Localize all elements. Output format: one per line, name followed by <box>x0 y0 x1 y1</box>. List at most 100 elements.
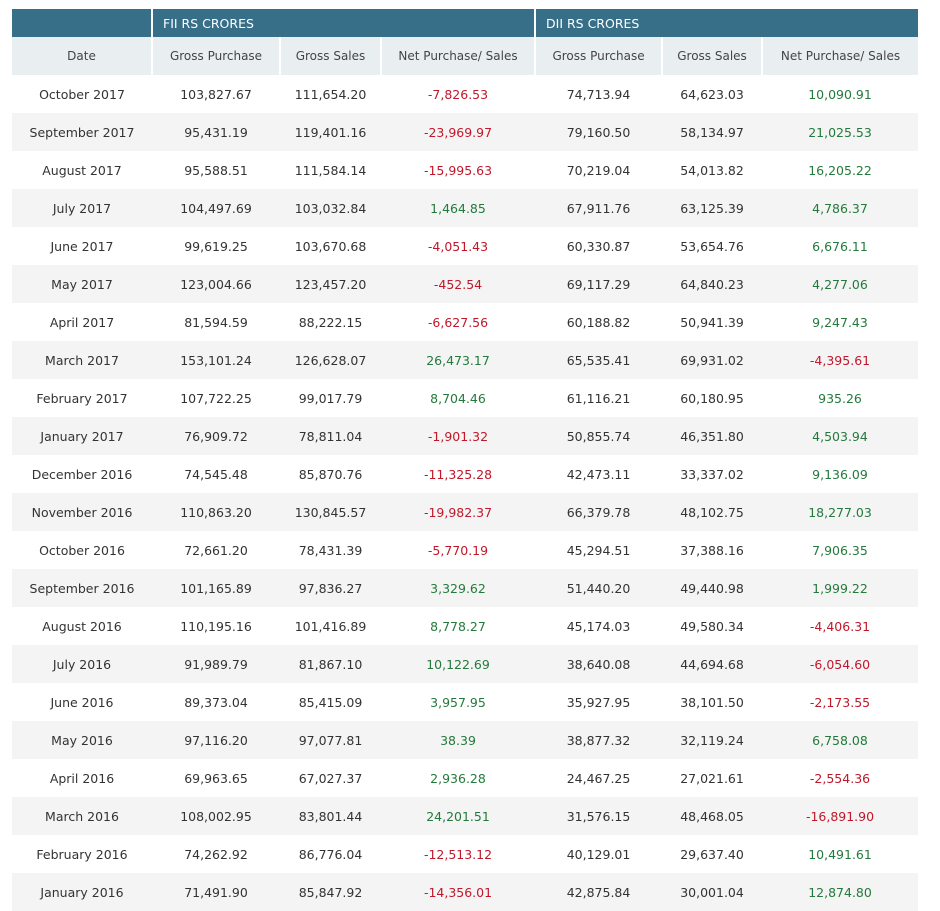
cell-fii-gross-purchase: 107,722.25 <box>180 390 252 406</box>
cell-date: March 2017 <box>12 341 152 379</box>
table-row: September 2017 95,431.19 119,401.16 -23,969… <box>12 113 919 151</box>
cell-dii-gross-sales: 58,134.97 <box>662 113 763 151</box>
cell-dii-net: 6,758.08 <box>762 721 919 759</box>
table-row: May 2016 97,116.20 97,077.81 38.39 38,877.32… <box>12 721 919 759</box>
cell-fii-gross-sales: 103,670.68 <box>294 238 367 254</box>
cell-fii-net: 10,122.69 <box>381 645 536 683</box>
cell-fii-net: -7,826.53 <box>427 86 489 102</box>
cell-fii-gross-sales: 78,431.39 <box>298 542 363 558</box>
cell-fii-gross-sales: 86,776.04 <box>298 846 363 862</box>
cell-dii-net: 9,136.09 <box>812 466 868 482</box>
cell-date: June 2017 <box>50 238 114 254</box>
cell-dii-gross-purchase: 70,219.04 <box>566 162 631 178</box>
cell-dii-gross-sales: 50,941.39 <box>680 314 744 330</box>
cell-dii-gross-sales: 32,119.24 <box>662 721 763 759</box>
cell-dii-net: -6,054.60 <box>762 645 919 683</box>
cell-dii-gross-sales: 64,623.03 <box>680 86 744 102</box>
cell-fii-gross-sales: 81,867.10 <box>280 645 381 683</box>
column-header-dii-gross-sales: Gross Sales <box>661 37 763 75</box>
column-header-fii-gross-purchase: Gross Purchase <box>151 37 280 75</box>
cell-fii-net: 24,201.51 <box>381 797 536 835</box>
cell-dii-gross-purchase: 45,174.03 <box>566 618 631 634</box>
cell-dii-gross-purchase: 38,640.08 <box>535 645 663 683</box>
cell-date: December 2016 <box>31 466 133 482</box>
cell-fii-gross-sales: 111,584.14 <box>294 162 367 178</box>
cell-dii-gross-purchase: 60,188.82 <box>566 314 631 330</box>
cell-dii-gross-purchase: 50,855.74 <box>535 417 663 455</box>
column-header-dii-net: Net Purchase/ Sales <box>761 37 919 75</box>
cell-dii-gross-purchase: 42,875.84 <box>535 873 663 911</box>
cell-fii-gross-sales: 85,847.92 <box>280 873 381 911</box>
cell-dii-net: 9,247.43 <box>812 314 868 330</box>
cell-dii-net: -4,406.31 <box>809 618 871 634</box>
cell-dii-gross-purchase: 51,440.20 <box>535 569 663 607</box>
table-row: February 2017 107,722.25 99,017.79 8,704.46… <box>12 379 918 417</box>
cell-dii-net: 18,277.03 <box>762 493 919 531</box>
dii-group-header: DII RS CRORES <box>534 9 919 37</box>
cell-dii-gross-sales: 46,351.80 <box>662 417 763 455</box>
cell-dii-gross-purchase: 45,294.51 <box>566 542 631 558</box>
table-row: January 2016 71,491.90 85,847.92 -14,356.01… <box>12 873 919 911</box>
cell-fii-gross-sales: 123,457.20 <box>280 265 381 303</box>
cell-dii-net: 4,786.37 <box>762 189 919 227</box>
cell-fii-gross-purchase: 81,594.59 <box>184 314 248 330</box>
cell-fii-net: -5,770.19 <box>427 542 489 558</box>
cell-dii-net: -4,395.61 <box>762 341 919 379</box>
cell-fii-gross-purchase: 153,101.24 <box>152 341 280 379</box>
cell-fii-gross-sales: 103,032.84 <box>280 189 381 227</box>
cell-dii-gross-purchase: 42,473.11 <box>566 466 631 482</box>
cell-date: August 2017 <box>42 162 122 178</box>
cell-dii-gross-purchase: 74,713.94 <box>566 86 631 102</box>
cell-dii-net: 16,205.22 <box>808 162 872 178</box>
table-row: June 2017 99,619.25 103,670.68 -4,051.43 60,… <box>12 227 918 265</box>
cell-dii-gross-purchase: 60,330.87 <box>566 238 631 254</box>
column-header-date: Date <box>12 37 152 75</box>
cell-date: November 2016 <box>12 493 152 531</box>
table-row: November 2016 110,863.20 130,845.57 -19,982… <box>12 493 919 531</box>
cell-fii-gross-purchase: 76,909.72 <box>152 417 280 455</box>
cell-dii-gross-purchase: 35,927.95 <box>566 694 631 710</box>
table-row: January 2017 76,909.72 78,811.04 -1,901.32 5… <box>12 417 919 455</box>
cell-dii-net: 4,277.06 <box>762 265 919 303</box>
cell-dii-net: 1,999.22 <box>762 569 919 607</box>
cell-date: July 2017 <box>12 189 152 227</box>
column-header-dii-gross-purchase: Gross Purchase <box>534 37 663 75</box>
cell-fii-net: 2,936.28 <box>430 770 486 786</box>
cell-fii-gross-purchase: 69,963.65 <box>184 770 248 786</box>
cell-dii-gross-sales: 27,021.61 <box>680 770 744 786</box>
cell-fii-net: 3,329.62 <box>381 569 536 607</box>
cell-dii-net: -2,173.55 <box>809 694 871 710</box>
cell-fii-net: -14,356.01 <box>381 873 536 911</box>
cell-fii-gross-sales: 99,017.79 <box>298 390 363 406</box>
table-row: February 2016 74,262.92 86,776.04 -12,513.1… <box>12 835 918 873</box>
cell-dii-gross-sales: 60,180.95 <box>680 390 744 406</box>
cell-fii-gross-purchase: 99,619.25 <box>184 238 248 254</box>
cell-fii-gross-purchase: 101,165.89 <box>152 569 280 607</box>
cell-fii-gross-sales: 83,801.44 <box>280 797 381 835</box>
cell-dii-gross-purchase: 40,129.01 <box>566 846 631 862</box>
cell-dii-gross-sales: 44,694.68 <box>662 645 763 683</box>
cell-fii-net: 26,473.17 <box>381 341 536 379</box>
cell-fii-gross-purchase: 95,588.51 <box>184 162 248 178</box>
column-header-fii-gross-sales: Gross Sales <box>279 37 381 75</box>
cell-fii-gross-purchase: 110,863.20 <box>152 493 280 531</box>
cell-date: January 2017 <box>12 417 152 455</box>
cell-date: September 2016 <box>12 569 152 607</box>
cell-fii-gross-purchase: 71,491.90 <box>152 873 280 911</box>
cell-dii-gross-sales: 37,388.16 <box>680 542 744 558</box>
cell-fii-gross-purchase: 108,002.95 <box>152 797 280 835</box>
cell-fii-gross-sales: 101,416.89 <box>294 618 367 634</box>
cell-fii-net: 8,704.46 <box>430 390 486 406</box>
cell-dii-net: 12,874.80 <box>762 873 919 911</box>
cell-dii-net: 4,503.94 <box>762 417 919 455</box>
cell-dii-net: 935.26 <box>818 390 862 406</box>
cell-dii-gross-sales: 49,440.98 <box>662 569 763 607</box>
cell-fii-gross-sales: 97,836.27 <box>280 569 381 607</box>
table-row: June 2016 89,373.04 85,415.09 3,957.95 35,92… <box>12 683 918 721</box>
cell-dii-gross-sales: 48,102.75 <box>662 493 763 531</box>
cell-fii-net: -23,969.97 <box>381 113 536 151</box>
cell-fii-net: 8,778.27 <box>430 618 486 634</box>
cell-fii-gross-sales: 126,628.07 <box>280 341 381 379</box>
table-row: July 2016 91,989.79 81,867.10 10,122.69 38,6… <box>12 645 919 683</box>
cell-dii-gross-sales: 38,101.50 <box>680 694 744 710</box>
